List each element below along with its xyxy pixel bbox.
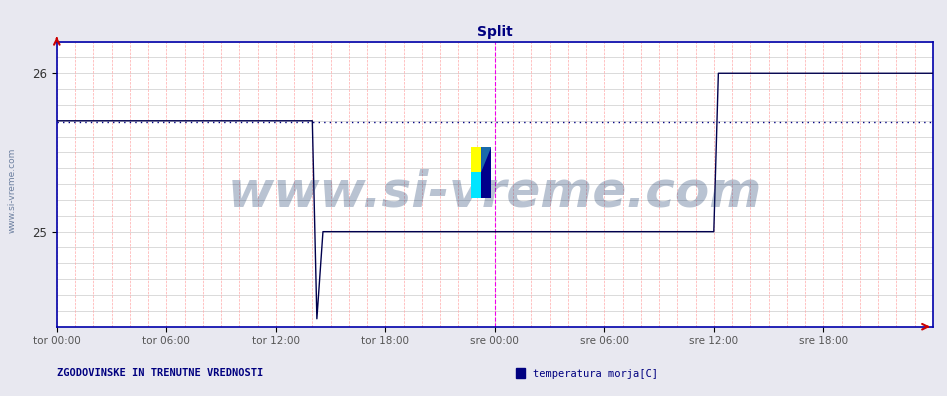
Polygon shape bbox=[481, 147, 491, 198]
Text: www.si-vreme.com: www.si-vreme.com bbox=[227, 169, 762, 217]
Text: www.si-vreme.com: www.si-vreme.com bbox=[8, 147, 17, 233]
Legend: temperatura morja[C]: temperatura morja[C] bbox=[512, 364, 662, 383]
Title: Split: Split bbox=[477, 25, 512, 39]
Bar bbox=[471, 172, 481, 198]
Text: ZGODOVINSKE IN TRENUTNE VREDNOSTI: ZGODOVINSKE IN TRENUTNE VREDNOSTI bbox=[57, 368, 263, 378]
Bar bbox=[471, 147, 481, 172]
Polygon shape bbox=[481, 147, 491, 172]
